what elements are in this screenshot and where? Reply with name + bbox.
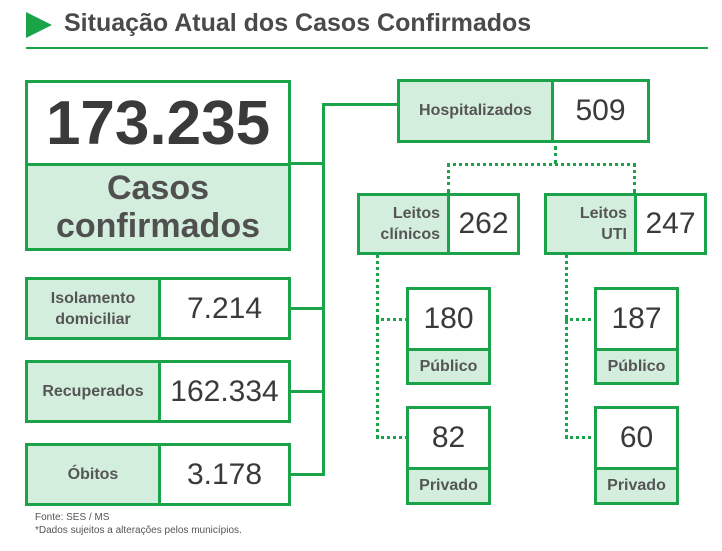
leitos-uti-value-box: 247 — [634, 193, 707, 255]
isolamento-value: 7.214 — [186, 291, 263, 325]
connector-trunk — [322, 103, 325, 476]
hospitalizados-value: 509 — [575, 94, 626, 127]
dotted-uti-trunk — [565, 255, 568, 438]
title-divider — [26, 47, 708, 49]
isolamento-label-box: Isolamento domiciliar — [25, 277, 161, 340]
recuperados-label: Recuperados — [42, 382, 144, 400]
dotted-clinicos-publico — [376, 318, 408, 321]
uti-privado-label-box: Privado — [594, 467, 679, 505]
clinicos-publico-label: Público — [419, 357, 478, 375]
clinicos-privado-value: 82 — [431, 421, 466, 454]
dotted-uti-up — [633, 163, 636, 193]
uti-publico-value-box: 187 — [594, 287, 679, 351]
total-cases-label-line2: confirmados — [55, 207, 261, 245]
uti-privado-value: 60 — [619, 421, 654, 454]
uti-publico-label: Público — [607, 357, 666, 375]
connector-recuperados — [289, 390, 325, 393]
clinicos-publico-value: 180 — [423, 302, 474, 335]
obitos-value: 3.178 — [186, 457, 263, 491]
dotted-uti-publico — [565, 318, 597, 321]
leitos-uti-value: 247 — [645, 207, 696, 240]
connector-isolamento — [289, 307, 325, 310]
obitos-label: Óbitos — [67, 465, 119, 483]
page-title: Situação Atual dos Casos Confirmados — [64, 9, 532, 37]
recuperados-label-box: Recuperados — [25, 360, 161, 423]
clinicos-publico-label-box: Público — [406, 348, 491, 385]
uti-privado-label: Privado — [607, 477, 666, 494]
obitos-value-box: 3.178 — [158, 443, 291, 506]
leitos-clinicos-label-box: Leitos clínicos — [357, 193, 450, 255]
connector-total — [289, 162, 325, 165]
leitos-clinicos-label-line2: clínicos — [380, 226, 440, 243]
dotted-hosp-branch — [447, 163, 636, 166]
leitos-uti-label-line2: UTI — [601, 226, 627, 243]
isolamento-label-line1: Isolamento — [50, 289, 136, 307]
clinicos-privado-label: Privado — [419, 477, 478, 494]
dotted-clinicos-trunk — [376, 255, 379, 438]
recuperados-value-box: 162.334 — [158, 360, 291, 423]
source-note: Fonte: SES / MS — [35, 512, 110, 523]
recuperados-value: 162.334 — [170, 374, 279, 408]
isolamento-label-line2: domiciliar — [55, 310, 131, 328]
disclaimer-note: *Dados sujeitos a alterações pelos munic… — [35, 525, 242, 536]
title-arrow-icon — [26, 12, 52, 38]
total-cases-label-box: Casos confirmados — [25, 163, 291, 251]
dotted-uti-privado — [565, 436, 597, 439]
obitos-label-box: Óbitos — [25, 443, 161, 506]
total-cases-label-line1: Casos — [106, 169, 210, 207]
dotted-hosp-down — [554, 146, 557, 164]
clinicos-privado-label-box: Privado — [406, 467, 491, 505]
hospitalizados-label-box: Hospitalizados — [397, 79, 554, 143]
dotted-clinicos-privado — [376, 436, 408, 439]
clinicos-privado-value-box: 82 — [406, 406, 491, 470]
dotted-clinicos-up — [447, 163, 450, 193]
connector-obitos — [289, 473, 325, 476]
leitos-uti-label-box: Leitos UTI — [544, 193, 637, 255]
leitos-clinicos-value-box: 262 — [447, 193, 520, 255]
connector-hospitalizados — [322, 103, 399, 106]
uti-publico-label-box: Público — [594, 348, 679, 385]
isolamento-value-box: 7.214 — [158, 277, 291, 340]
total-cases-value-box: 173.235 — [25, 80, 291, 166]
uti-privado-value-box: 60 — [594, 406, 679, 470]
clinicos-publico-value-box: 180 — [406, 287, 491, 351]
leitos-clinicos-value: 262 — [458, 207, 509, 240]
total-cases-value: 173.235 — [45, 88, 271, 158]
hospitalizados-label: Hospitalizados — [419, 102, 532, 119]
leitos-clinicos-label-line1: Leitos — [392, 205, 440, 222]
hospitalizados-value-box: 509 — [551, 79, 650, 143]
leitos-uti-label-line1: Leitos — [579, 205, 627, 222]
uti-publico-value: 187 — [611, 302, 662, 335]
